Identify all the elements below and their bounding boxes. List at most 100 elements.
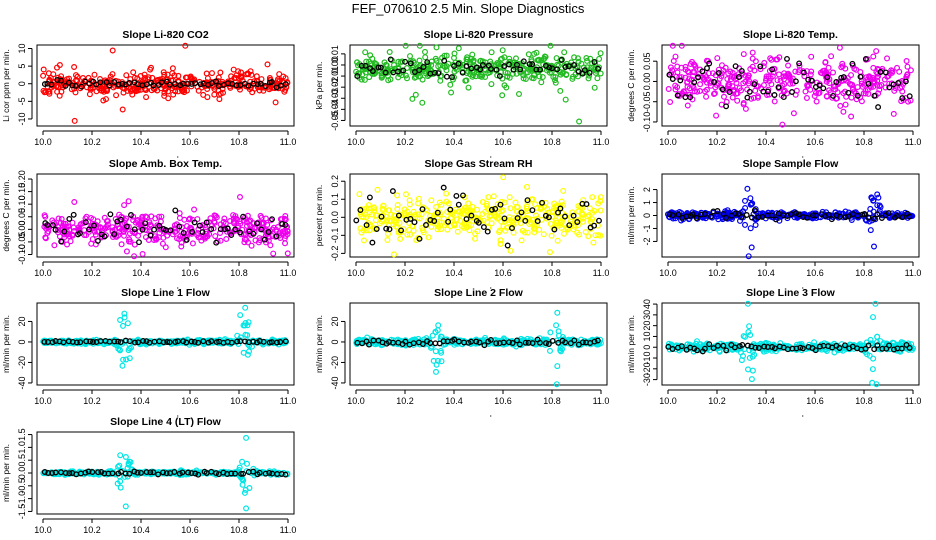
data-point-reference bbox=[865, 342, 872, 349]
y-tick-label: -40 bbox=[17, 376, 27, 389]
data-point bbox=[553, 381, 560, 388]
data-point bbox=[407, 231, 414, 238]
x-tick-label: 10.6 bbox=[806, 137, 824, 147]
chart-title: Slope Li-820 Pressure bbox=[424, 29, 534, 41]
data-point-reference bbox=[183, 339, 190, 346]
data-point-reference bbox=[443, 73, 450, 80]
chart-title: Slope Li-820 CO2 bbox=[122, 29, 209, 41]
data-point-reference bbox=[720, 210, 727, 217]
data-point bbox=[680, 89, 687, 96]
data-point bbox=[447, 223, 454, 230]
y-axis-label: degrees C per min. bbox=[626, 49, 636, 121]
data-point-reference bbox=[583, 201, 590, 208]
data-point-reference bbox=[375, 64, 382, 71]
data-point-reference bbox=[562, 213, 568, 220]
data-point bbox=[280, 73, 287, 80]
data-point-reference bbox=[250, 468, 257, 475]
data-point bbox=[667, 98, 674, 105]
data-point bbox=[67, 238, 74, 245]
data-point-reference bbox=[54, 77, 61, 83]
data-point bbox=[71, 199, 78, 206]
data-point-reference bbox=[903, 341, 910, 348]
data-point bbox=[552, 219, 559, 226]
data-point bbox=[465, 84, 472, 91]
data-point bbox=[121, 202, 128, 209]
data-point-reference bbox=[797, 344, 804, 351]
data-point-reference bbox=[250, 230, 257, 237]
data-point bbox=[472, 235, 479, 242]
x-tick-label: 11.0 bbox=[593, 137, 610, 147]
data-point-reference bbox=[769, 66, 776, 73]
data-point-reference bbox=[395, 68, 401, 75]
data-point bbox=[254, 77, 261, 84]
data-point bbox=[181, 216, 188, 223]
x-tick-label: 10.4 bbox=[132, 268, 150, 278]
data-point-reference bbox=[363, 222, 370, 229]
data-point bbox=[204, 233, 211, 240]
data-point bbox=[760, 63, 767, 70]
data-point-reference bbox=[82, 469, 89, 476]
data-point bbox=[270, 224, 277, 231]
data-point bbox=[244, 332, 251, 339]
data-point-reference bbox=[895, 80, 902, 86]
data-point-reference bbox=[222, 226, 228, 233]
y-axis-label: ml/min per min. bbox=[626, 315, 636, 373]
data-point bbox=[378, 72, 385, 79]
data-point-reference bbox=[545, 214, 552, 221]
data-point-reference bbox=[232, 470, 239, 477]
y-tick-label: -30 bbox=[642, 373, 652, 386]
y-axis-label: Li cor ppm per min. bbox=[1, 49, 11, 122]
y-tick-label: -0.1 bbox=[330, 228, 340, 244]
x-tick-label: 10.8 bbox=[543, 396, 561, 406]
data-point bbox=[515, 90, 522, 97]
data-point bbox=[366, 222, 373, 229]
data-point bbox=[241, 239, 248, 246]
data-point-reference bbox=[362, 62, 369, 69]
data-point bbox=[451, 50, 458, 57]
data-point bbox=[821, 340, 828, 347]
data-point-reference bbox=[746, 88, 753, 95]
data-point bbox=[248, 71, 255, 78]
data-point-reference bbox=[171, 469, 178, 475]
data-point-reference bbox=[557, 205, 564, 212]
data-point-reference bbox=[188, 80, 195, 87]
data-point-reference bbox=[720, 342, 727, 349]
data-point bbox=[815, 90, 822, 97]
data-point-reference bbox=[666, 71, 673, 78]
x-tick-label: 11.0 bbox=[593, 396, 610, 406]
y-tick-label: 2 bbox=[642, 187, 652, 192]
data-point-reference bbox=[509, 225, 515, 232]
data-point bbox=[269, 233, 276, 240]
data-point-reference bbox=[66, 215, 73, 222]
data-point bbox=[685, 76, 692, 83]
x-tick-label: 10.0 bbox=[34, 525, 52, 535]
data-point bbox=[251, 225, 258, 232]
data-point-reference bbox=[524, 197, 531, 204]
data-point-reference bbox=[533, 66, 540, 73]
data-point bbox=[71, 117, 78, 124]
data-point bbox=[843, 345, 850, 352]
data-point-reference bbox=[715, 69, 722, 76]
data-point-reference bbox=[744, 94, 751, 101]
chart-title: Slope Sample Flow bbox=[743, 158, 840, 170]
data-point bbox=[463, 224, 470, 231]
data-point bbox=[590, 239, 597, 246]
data-point bbox=[779, 121, 786, 128]
data-point bbox=[395, 74, 402, 81]
data-point-reference bbox=[706, 60, 713, 67]
data-point bbox=[458, 210, 465, 217]
data-point bbox=[241, 322, 248, 329]
data-point-reference bbox=[473, 338, 480, 345]
y-tick-label: 0 bbox=[642, 345, 652, 350]
data-point-reference bbox=[812, 347, 819, 354]
data-point-reference bbox=[743, 212, 750, 218]
data-point-reference bbox=[58, 238, 65, 245]
data-point-reference bbox=[258, 226, 265, 233]
data-point bbox=[847, 72, 854, 79]
data-point bbox=[530, 75, 537, 82]
data-point bbox=[120, 232, 127, 239]
data-point bbox=[233, 74, 240, 81]
data-point-reference bbox=[402, 58, 409, 65]
data-point-reference bbox=[97, 79, 104, 86]
